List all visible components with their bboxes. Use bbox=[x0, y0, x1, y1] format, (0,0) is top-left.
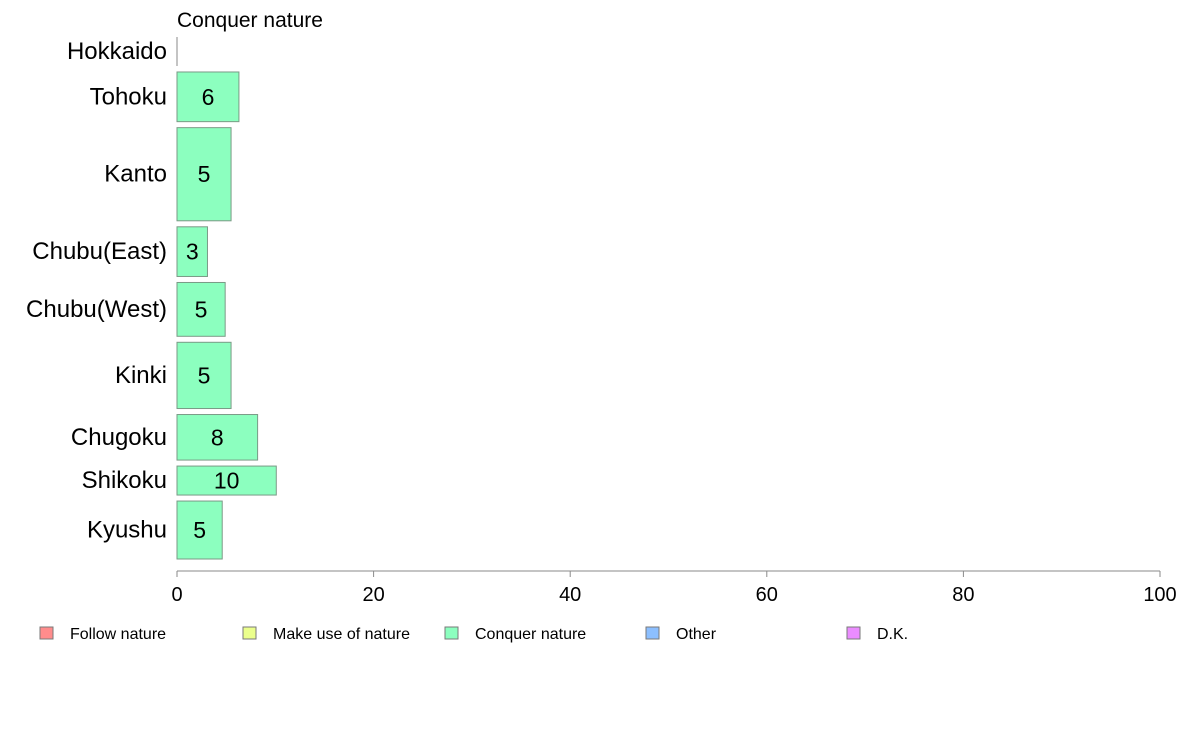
legend-label: Follow nature bbox=[70, 626, 166, 643]
bar-value-label: 5 bbox=[198, 161, 211, 187]
legend: Follow nature Make use of nature Conquer n… bbox=[39, 626, 908, 643]
category-label: Chugoku bbox=[71, 424, 167, 451]
bar-value-label: 6 bbox=[202, 84, 215, 110]
bar bbox=[176, 226, 208, 277]
category-label: Kanto bbox=[104, 161, 167, 188]
bar bbox=[176, 281, 226, 337]
category-label: Hokkaido bbox=[67, 38, 167, 65]
legend-swatch bbox=[846, 626, 861, 640]
x-tick-label: 80 bbox=[952, 584, 974, 606]
bar bbox=[176, 71, 240, 123]
category-label: Chubu(West) bbox=[26, 296, 167, 323]
x-tick-label: 20 bbox=[362, 584, 384, 606]
bar-value-label: 3 bbox=[186, 239, 199, 265]
legend-swatch bbox=[242, 626, 257, 640]
legend-label: Make use of nature bbox=[273, 626, 410, 643]
bar bbox=[176, 414, 259, 461]
legend-label: Other bbox=[676, 626, 717, 643]
legend-swatch bbox=[645, 626, 660, 640]
bar-value-label: 5 bbox=[193, 517, 206, 543]
x-tick-label: 0 bbox=[171, 584, 182, 606]
bar bbox=[176, 341, 232, 410]
bar bbox=[176, 127, 232, 222]
x-tick-label: 60 bbox=[756, 584, 778, 606]
bar-value-label: 5 bbox=[198, 362, 211, 388]
bar-value-label: 10 bbox=[214, 468, 240, 494]
legend-swatch bbox=[444, 626, 459, 640]
legend-label: Conquer nature bbox=[475, 626, 586, 643]
category-label: Tohoku bbox=[90, 83, 167, 110]
x-tick-label: 40 bbox=[559, 584, 581, 606]
category-label: Kyushu bbox=[87, 517, 167, 544]
bar bbox=[176, 500, 223, 560]
category-label: Kinki bbox=[115, 362, 167, 389]
category-label: Chubu(East) bbox=[32, 238, 167, 265]
category-label: Shikoku bbox=[82, 467, 167, 494]
bar bbox=[176, 465, 277, 496]
x-tick-label: 100 bbox=[1143, 584, 1176, 606]
legend-swatch bbox=[39, 626, 54, 640]
legend-label: D.K. bbox=[877, 626, 908, 643]
bar-value-label: 5 bbox=[195, 296, 208, 322]
bars: Hokkaido Tohoku 6 Kanto 5 Chubu(East) 3 Chubu(W… bbox=[26, 37, 277, 560]
chart-title: Conquer nature bbox=[177, 9, 323, 32]
bar-value-label: 8 bbox=[211, 424, 224, 450]
x-axis: 0 20 40 60 80 100 bbox=[171, 570, 1177, 606]
